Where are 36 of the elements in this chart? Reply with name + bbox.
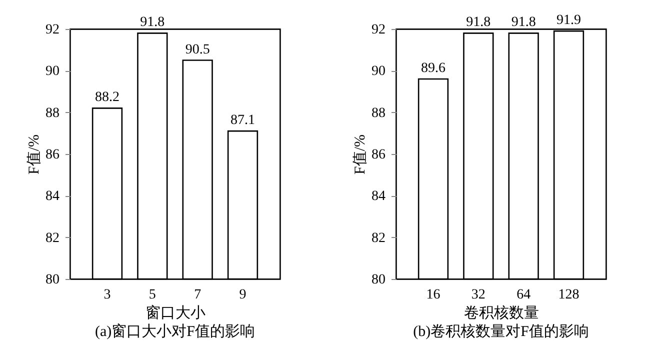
text: (b)卷积核数量对F值的影响 [413,323,589,340]
text: (a)窗口大小对F值的影响 [95,323,255,340]
x-tick-label: 5 [148,288,156,302]
y-tick-label: 86 [372,148,386,162]
y-tick-label: 90 [46,64,60,80]
x-tick-label: 32 [471,288,486,302]
x-tick-label: 3 [104,288,111,302]
y-tick-label: 88 [46,106,60,121]
data-label: 90.5 [185,42,210,58]
y-tick-label: 92 [372,22,386,38]
y-tick-label: 84 [372,189,386,204]
y-tick-label: 88 [372,106,386,121]
data-label: 89.6 [421,61,446,76]
x-tick-label: 128 [558,288,580,302]
y-tick-label: 80 [46,272,60,288]
y-axis-title: F值/% [352,134,368,175]
y-axis-title: F值/% [26,134,42,175]
x-tick-label: 7 [194,288,202,302]
data-label: 91.8 [466,15,491,30]
x-tick-label: 64 [516,288,531,302]
y-tick-label: 86 [46,148,60,162]
x-axis-title: 窗口大小 [146,304,206,322]
y-tick-label: 90 [372,64,386,80]
data-label: 91.9 [556,13,581,28]
y-tick-label: 84 [46,189,60,204]
x-tick-label: 9 [239,288,246,302]
x-tick-label: 16 [426,288,440,302]
y-tick-label: 80 [372,272,386,288]
data-label: 91.8 [140,15,165,30]
y-tick-label: 82 [46,230,60,246]
data-label: 88.2 [95,90,120,106]
data-label: 87.1 [230,113,255,128]
x-axis-title: 卷积核数量 [464,304,539,322]
data-label: 91.8 [511,15,536,30]
y-tick-label: 82 [372,230,386,246]
y-tick-label: 92 [46,22,60,38]
